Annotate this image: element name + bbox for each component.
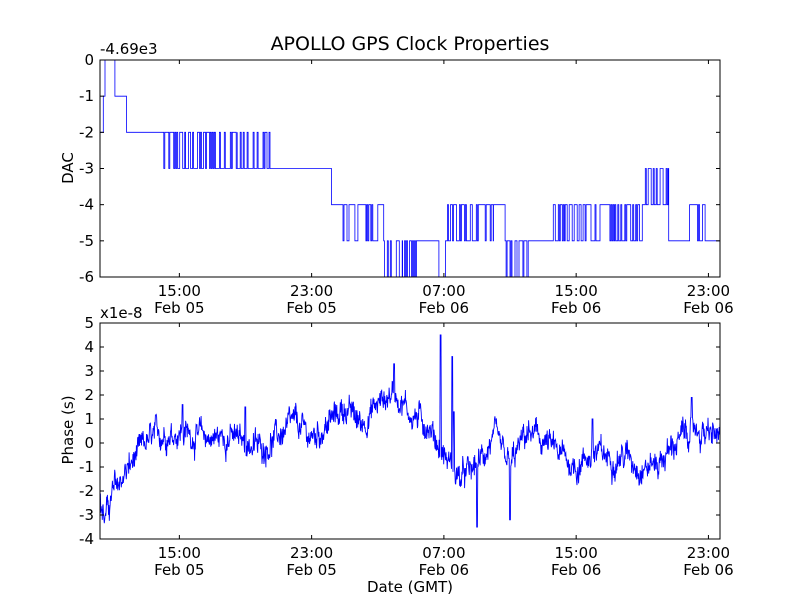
y-tick-label: 2 <box>84 386 94 404</box>
x-tick-label-date: Feb 05 <box>286 299 336 317</box>
axes-frame <box>99 59 721 278</box>
axes-frame <box>99 322 721 540</box>
x-tick-label-time: 07:00 <box>422 282 465 300</box>
y-tick-label: 4 <box>84 338 94 356</box>
y-tick-label: -3 <box>79 160 94 178</box>
x-tick-label-date: Feb 05 <box>286 561 336 579</box>
phase-plot-area <box>99 334 721 528</box>
series-line <box>100 59 720 278</box>
y-tick-label: -2 <box>79 123 94 141</box>
dac-y-ticks: 0 -1 -2 -3 -4 -5 -6 <box>79 51 720 286</box>
x-tick-label-date: Feb 06 <box>419 299 469 317</box>
x-tick-label-date: Feb 05 <box>154 299 204 317</box>
y-tick-label: -1 <box>79 87 94 105</box>
dac-offset-label: -4.69e3 <box>100 40 158 58</box>
x-tick-label-time: 23:00 <box>290 282 333 300</box>
y-tick-label: 1 <box>84 410 94 428</box>
y-tick-label: -1 <box>79 458 94 476</box>
y-tick-label: -5 <box>79 232 94 250</box>
dac-plot-area <box>100 59 720 278</box>
y-tick-label: -2 <box>79 482 94 500</box>
x-tick-label-time: 23:00 <box>290 544 333 562</box>
x-tick-label-time: 15:00 <box>158 544 201 562</box>
dac-y-axis-label: DAC <box>59 152 77 184</box>
x-tick-label-date: Feb 06 <box>419 561 469 579</box>
phase-y-axis-label: Phase (s) <box>59 395 77 464</box>
y-tick-label: -6 <box>79 268 94 286</box>
phase-x-axis-label: Date (GMT) <box>367 578 453 596</box>
x-tick-label-date: Feb 05 <box>154 561 204 579</box>
y-tick-label: 5 <box>84 314 94 332</box>
x-tick-label-time: 15:00 <box>158 282 201 300</box>
x-tick-label-time: 23:00 <box>687 544 730 562</box>
series-line <box>99 334 721 528</box>
phase-offset-label: x1e-8 <box>100 304 143 322</box>
x-tick-label-date: Feb 06 <box>683 299 733 317</box>
x-tick-label-date: Feb 06 <box>551 299 601 317</box>
chart-title: APOLLO GPS Clock Properties <box>271 33 550 55</box>
y-tick-label: -3 <box>79 506 94 524</box>
x-tick-label-time: 23:00 <box>687 282 730 300</box>
y-tick-label: 3 <box>84 362 94 380</box>
y-tick-label: 0 <box>84 434 94 452</box>
x-tick-label-time: 15:00 <box>555 282 598 300</box>
x-tick-label-time: 07:00 <box>422 544 465 562</box>
x-tick-label-time: 15:00 <box>555 544 598 562</box>
phase-subplot: x1e-8 Phase (s) Date (GMT) 5 4 3 2 1 0 -1 -2 -3 -… <box>59 304 734 596</box>
y-tick-label: 0 <box>84 51 94 69</box>
y-tick-label: -4 <box>79 530 94 548</box>
y-tick-label: -4 <box>79 196 94 214</box>
x-tick-label-date: Feb 06 <box>551 561 601 579</box>
x-tick-label-date: Feb 06 <box>683 561 733 579</box>
phase-y-ticks: 5 4 3 2 1 0 -1 -2 -3 -4 <box>79 314 720 548</box>
